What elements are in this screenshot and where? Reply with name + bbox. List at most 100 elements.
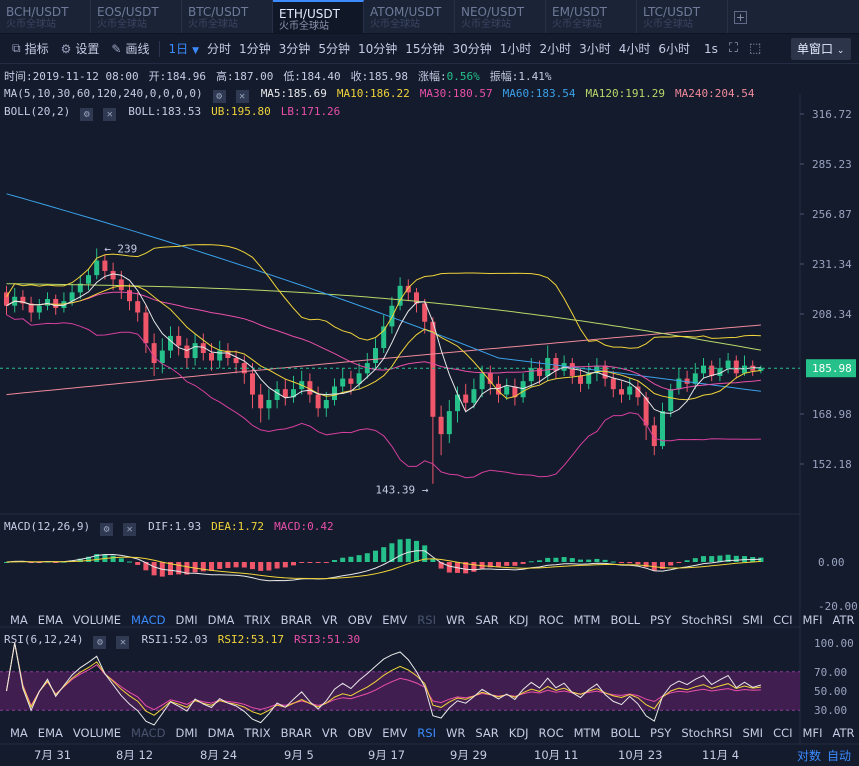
settings-button[interactable]: ⚙ 设置 bbox=[61, 40, 100, 57]
indicator-tab-sar[interactable]: SAR bbox=[475, 613, 499, 627]
indicator-tab-wr[interactable]: WR bbox=[445, 613, 466, 627]
indicator-tab-vr[interactable]: VR bbox=[321, 613, 338, 627]
indicator-tab-boll[interactable]: BOLL bbox=[610, 726, 641, 740]
fullscreen-icon[interactable]: ⛶ bbox=[728, 41, 738, 56]
indicator-tab-emv[interactable]: EMV bbox=[382, 726, 408, 740]
indicator-tab-volume[interactable]: VOLUME bbox=[72, 613, 122, 627]
period-option[interactable]: 2小时 bbox=[539, 42, 572, 56]
indicator-tab-wr[interactable]: WR bbox=[445, 726, 466, 740]
indicator-tab-mfi[interactable]: MFI bbox=[802, 613, 823, 627]
candle-body bbox=[733, 360, 739, 374]
period-option[interactable]: 30分钟 bbox=[452, 42, 492, 56]
indicator-tab-ma[interactable]: MA bbox=[10, 613, 28, 627]
macd-histogram-bar bbox=[709, 556, 715, 562]
indicator-tab-trix[interactable]: TRIX bbox=[244, 726, 271, 740]
period-option[interactable]: 1小时 bbox=[499, 42, 532, 56]
gear-icon[interactable]: ⚙ bbox=[93, 636, 107, 649]
indicator-tab-emv[interactable]: EMV bbox=[382, 613, 408, 627]
candle-body bbox=[53, 298, 59, 308]
indicator-tab-dma[interactable]: DMA bbox=[207, 613, 235, 627]
window-mode-select[interactable]: 单窗口 ⌄ bbox=[791, 38, 851, 60]
candle-body bbox=[643, 397, 649, 426]
gear-icon[interactable]: ⚙ bbox=[100, 523, 114, 536]
screenshot-icon[interactable]: ⬚ bbox=[749, 41, 762, 56]
indicator-tab-mtm[interactable]: MTM bbox=[573, 613, 601, 627]
period-option[interactable]: 1分钟 bbox=[239, 42, 271, 56]
chart-canvas[interactable]: 316.72 285.23 256.87 231.34 208.34 168.98 152.… bbox=[0, 64, 859, 766]
tab-eos[interactable]: EOS/USDT 火币全球站 bbox=[91, 0, 182, 33]
indicator-tab-rsi[interactable]: RSI bbox=[417, 726, 436, 740]
period-1s[interactable]: 1s bbox=[704, 41, 718, 56]
period-option[interactable]: 6小时 bbox=[658, 42, 690, 56]
tab-atom[interactable]: ATOM/USDT 火币全球站 bbox=[364, 0, 455, 33]
ma10-line bbox=[6, 285, 761, 401]
tab-ltc[interactable]: LTC/USDT 火币全球站 bbox=[637, 0, 728, 33]
indicator-tab-cci[interactable]: CCI bbox=[773, 726, 793, 740]
indicator-tab-roc[interactable]: ROC bbox=[538, 613, 564, 627]
indicator-tab-smi[interactable]: SMI bbox=[742, 613, 764, 627]
indicator-tab-boll[interactable]: BOLL bbox=[610, 613, 641, 627]
indicator-tab-ema[interactable]: EMA bbox=[37, 726, 63, 740]
axis-mode-option[interactable]: 自动 bbox=[826, 749, 851, 763]
candle-body bbox=[20, 296, 26, 304]
indicator-tab-kdj[interactable]: KDJ bbox=[508, 726, 529, 740]
indicator-tab-macd[interactable]: MACD bbox=[131, 726, 166, 740]
candle-body bbox=[602, 365, 608, 379]
indicator-tab-stochrsi[interactable]: StochRSI bbox=[681, 726, 733, 740]
indicator-tab-volume[interactable]: VOLUME bbox=[72, 726, 122, 740]
indicator-tab-obv[interactable]: OBV bbox=[347, 613, 373, 627]
indicator-tab-roc[interactable]: ROC bbox=[538, 726, 564, 740]
indicator-tab-trix[interactable]: TRIX bbox=[244, 613, 271, 627]
chart-area[interactable]: 316.72 285.23 256.87 231.34 208.34 168.98 152.… bbox=[0, 64, 859, 766]
axis-mode-option[interactable]: 对数 bbox=[796, 749, 821, 763]
indicator-tab-bar-macd: MA EMA VOLUME MACD DMI DMA TRIX BRAR VR OBV EMV RSI… bbox=[0, 610, 854, 630]
period-option[interactable]: 4小时 bbox=[618, 42, 651, 56]
close-icon[interactable]: ✕ bbox=[235, 90, 249, 103]
indicator-tab-dma[interactable]: DMA bbox=[207, 726, 235, 740]
indicator-tab-macd[interactable]: MACD bbox=[131, 613, 166, 627]
indicator-tab-sar[interactable]: SAR bbox=[475, 726, 499, 740]
period-option[interactable]: 5分钟 bbox=[318, 42, 350, 56]
indicator-tab-brar[interactable]: BRAR bbox=[280, 726, 312, 740]
indicator-tab-ma[interactable]: MA bbox=[10, 726, 28, 740]
indicator-button[interactable]: ⧉ 指标 bbox=[12, 40, 49, 57]
indicator-tab-mtm[interactable]: MTM bbox=[573, 726, 601, 740]
indicator-tab-atr[interactable]: ATR bbox=[832, 726, 855, 740]
add-tab-button[interactable]: + bbox=[734, 11, 747, 24]
indicator-tab-brar[interactable]: BRAR bbox=[280, 613, 312, 627]
indicator-tab-atr[interactable]: ATR bbox=[832, 613, 855, 627]
draw-button[interactable]: ✎ 画线 bbox=[111, 40, 149, 57]
indicator-tab-kdj[interactable]: KDJ bbox=[508, 613, 529, 627]
indicator-tab-smi[interactable]: SMI bbox=[742, 726, 764, 740]
period-option[interactable]: 分时 bbox=[207, 42, 232, 56]
indicator-tab-ema[interactable]: EMA bbox=[37, 613, 63, 627]
indicator-tab-dmi[interactable]: DMI bbox=[175, 613, 198, 627]
gear-icon[interactable]: ⚙ bbox=[212, 90, 226, 103]
indicator-tab-rsi[interactable]: RSI bbox=[417, 613, 436, 627]
indicator-tab-stochrsi[interactable]: StochRSI bbox=[681, 613, 733, 627]
indicator-tab-mfi[interactable]: MFI bbox=[802, 726, 823, 740]
period-option[interactable]: 3分钟 bbox=[278, 42, 311, 56]
tab-btc[interactable]: BTC/USDT 火币全球站 bbox=[182, 0, 273, 33]
amplitude-label: 振幅:1.41% bbox=[489, 70, 552, 83]
candle-body bbox=[504, 386, 510, 395]
close-icon[interactable]: ✕ bbox=[116, 636, 130, 649]
close-icon[interactable]: ✕ bbox=[103, 108, 117, 121]
period-selector[interactable]: 1日 ▼ bbox=[168, 40, 199, 57]
period-option[interactable]: 10分钟 bbox=[357, 42, 398, 56]
tab-em[interactable]: EM/USDT 火币全球站 bbox=[546, 0, 637, 33]
tab-eth[interactable]: ETH/USDT 火币全球站 bbox=[273, 0, 364, 33]
indicator-tab-obv[interactable]: OBV bbox=[347, 726, 373, 740]
indicator-tab-cci[interactable]: CCI bbox=[773, 613, 793, 627]
ma60-value: MA60:183.54 bbox=[502, 87, 576, 100]
tab-neo[interactable]: NEO/USDT 火币全球站 bbox=[455, 0, 546, 33]
indicator-tab-dmi[interactable]: DMI bbox=[175, 726, 198, 740]
period-option[interactable]: 15分钟 bbox=[405, 42, 445, 56]
indicator-tab-psy[interactable]: PSY bbox=[650, 726, 672, 740]
indicator-tab-vr[interactable]: VR bbox=[321, 726, 338, 740]
close-icon[interactable]: ✕ bbox=[123, 523, 137, 536]
period-option[interactable]: 3小时 bbox=[579, 42, 611, 56]
indicator-tab-psy[interactable]: PSY bbox=[650, 613, 672, 627]
gear-icon[interactable]: ⚙ bbox=[80, 108, 94, 121]
tab-bch[interactable]: BCH/USDT 火币全球站 bbox=[0, 0, 91, 33]
